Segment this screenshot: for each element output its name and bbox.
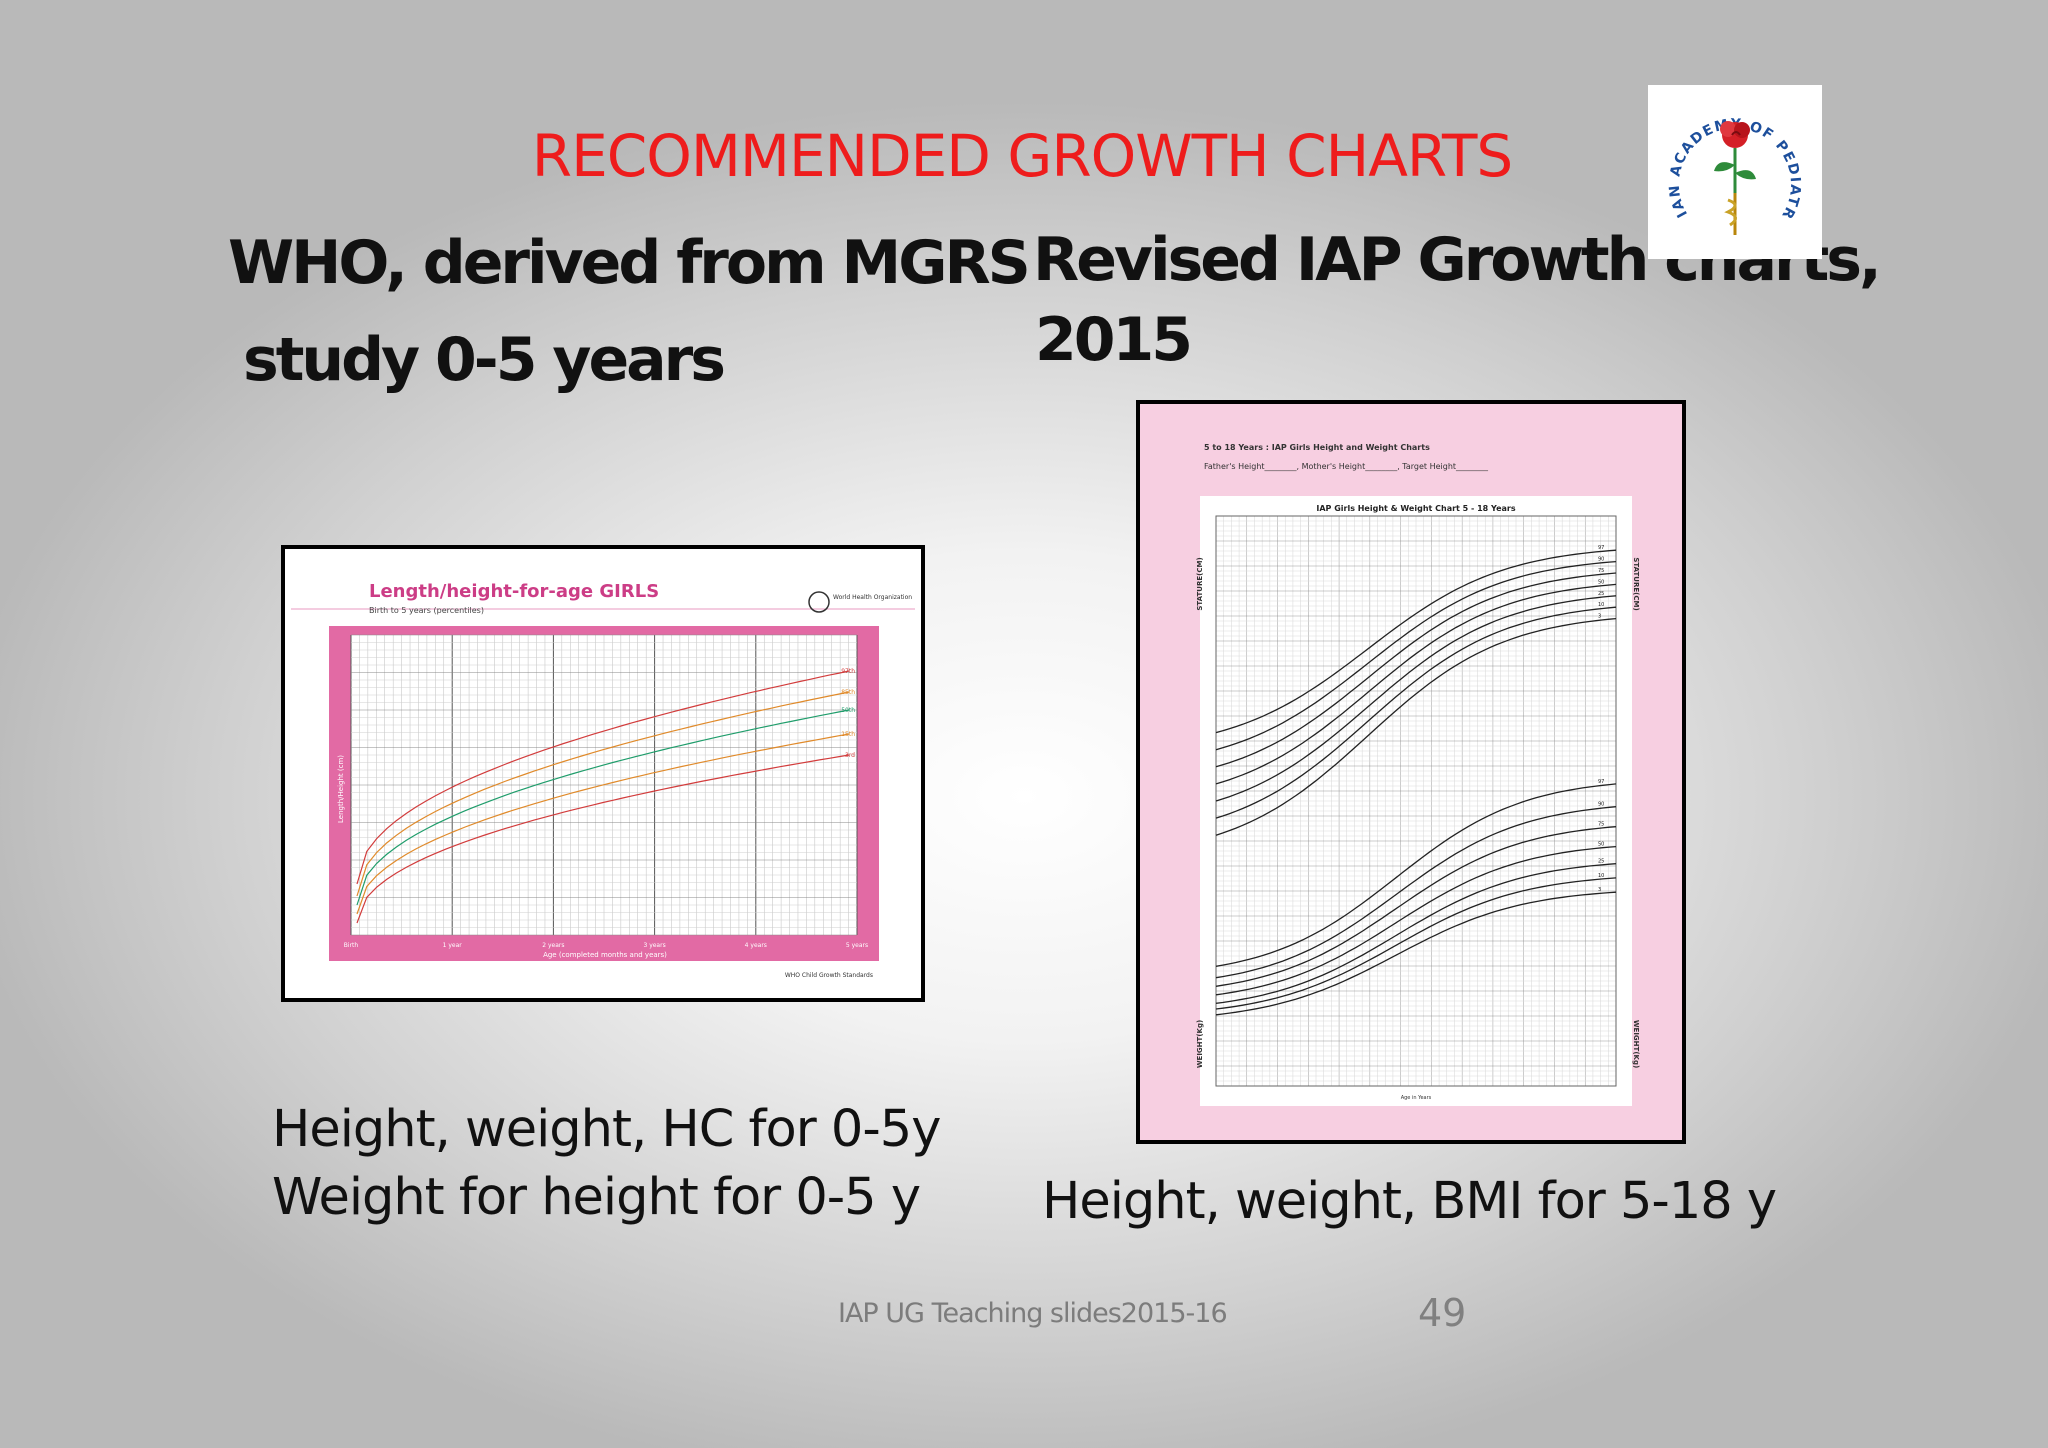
iap-height-curve-label: 10 xyxy=(1598,602,1604,608)
who-x-ticks: Birth 1 year 2 years 3 years 4 years 5 years xyxy=(344,942,868,949)
left-heading-line2: study 0-5 years xyxy=(243,325,726,395)
iap-chart-image: 5 to 18 Years : IAP Girls Height and Wei… xyxy=(1136,400,1686,1144)
iap-height-curve-label: 90 xyxy=(1598,557,1604,563)
iap-height-curve xyxy=(1215,595,1617,802)
slide-number: 49 xyxy=(1418,1291,1467,1335)
iap-weight-curve xyxy=(1215,783,1617,967)
iap-height-curve-label: 25 xyxy=(1598,591,1604,597)
iap-height-curve-label: 75 xyxy=(1598,568,1604,574)
logo-text: INDIAN ACADEMY OF PEDIATRICS xyxy=(1641,73,1801,222)
who-chart-footer: WHO Child Growth Standards xyxy=(785,972,873,979)
iap-y-label-bottom-left: WEIGHT(Kg) xyxy=(1196,1020,1204,1068)
iap-weight-curve-label: 97 xyxy=(1598,779,1604,785)
iap-height-curve xyxy=(1215,583,1617,785)
iap-weight-curve-label: 90 xyxy=(1598,802,1604,808)
svg-text:INDIAN ACADEMY OF PEDIATRICS: INDIAN ACADEMY OF PEDIATRICS xyxy=(1648,85,1803,222)
who-x-label: Age (completed months and years) xyxy=(543,951,667,959)
iap-height-curve xyxy=(1215,560,1617,751)
iap-height-curve-label: 97 xyxy=(1598,545,1604,551)
who-curve-label: 97th xyxy=(841,668,855,675)
iap-height-curve xyxy=(1215,617,1617,836)
who-y-label: Length/Height (cm) xyxy=(337,755,345,823)
iap-weight-curve-label: 25 xyxy=(1598,859,1604,865)
who-percentile-curves xyxy=(356,670,850,924)
slide-footer: IAP UG Teaching slides2015-16 xyxy=(838,1298,1228,1329)
iap-weight-curve-label: 3 xyxy=(1598,887,1601,893)
who-x-tick: 1 year xyxy=(443,942,463,949)
who-chart-svg: Length/height-for-age GIRLS Birth to 5 y… xyxy=(285,549,921,998)
iap-chart-title: IAP Girls Height & Weight Chart 5 - 18 Y… xyxy=(1316,504,1515,513)
right-heading-line2: 2015 xyxy=(1035,305,1193,375)
who-curve-label: 85th xyxy=(841,689,855,696)
iap-weight-curve xyxy=(1215,877,1617,1010)
iap-height-curve-label: 3 xyxy=(1598,614,1601,620)
iap-chart-svg: 5 to 18 Years : IAP Girls Height and Wei… xyxy=(1140,404,1682,1140)
slide-title: RECOMMENDED GROWTH CHARTS xyxy=(531,122,1513,190)
iap-weight-curve-label: 75 xyxy=(1598,822,1604,828)
who-percentile-curve xyxy=(356,709,850,906)
who-emblem-icon xyxy=(808,591,830,613)
rose-emblem-icon: INDIAN ACADEMY OF PEDIATRICS xyxy=(1641,73,1803,235)
left-caption-line2: Weight for height for 0-5 y xyxy=(272,1168,921,1227)
iap-y-label-bottom-right: WEIGHT(Kg) xyxy=(1632,1020,1640,1068)
who-x-tick: 2 years xyxy=(542,942,564,949)
iap-height-curve xyxy=(1215,606,1617,819)
who-curve-labels: 97th 85th 50th 15th 3rd xyxy=(841,668,855,759)
iap-weight-curve xyxy=(1215,891,1617,1016)
who-chart-image: Length/height-for-age GIRLS Birth to 5 y… xyxy=(281,545,925,1002)
iap-logo: INDIAN ACADEMY OF PEDIATRICS xyxy=(1641,73,1822,259)
right-caption: Height, weight, BMI for 5-18 y xyxy=(1042,1172,1777,1231)
iap-weight-curve xyxy=(1215,826,1617,987)
who-curve-label: 3rd xyxy=(845,752,855,759)
who-x-tick: Birth xyxy=(344,942,359,949)
iap-header-line2: Father's Height________, Mother's Height… xyxy=(1204,462,1489,471)
who-percentile-curve xyxy=(356,733,850,915)
iap-percentile-curves xyxy=(1215,549,1617,1016)
iap-height-curve xyxy=(1215,549,1617,734)
who-percentile-curve xyxy=(356,691,850,897)
iap-curve-labels: 97 90 75 50 25 10 3 97 90 75 50 25 10 3 xyxy=(1598,545,1604,893)
iap-y-label-top-right: STATURE(CM) xyxy=(1632,557,1640,610)
who-x-tick: 4 years xyxy=(745,942,767,949)
iap-height-curve xyxy=(1215,572,1617,768)
who-percentile-curve xyxy=(356,754,850,924)
who-percentile-curve xyxy=(356,670,850,885)
iap-weight-curve xyxy=(1215,863,1617,1004)
iap-height-curve-label: 50 xyxy=(1598,579,1604,585)
who-curve-label: 15th xyxy=(841,731,855,738)
left-heading-line1: WHO, derived from MGRS xyxy=(228,228,1031,298)
iap-weight-curve xyxy=(1215,806,1617,979)
who-chart-subtitle: Birth to 5 years (percentiles) xyxy=(369,606,484,615)
who-x-tick: 5 years xyxy=(846,942,868,949)
iap-weight-curve xyxy=(1215,845,1617,996)
who-org-name: World Health Organization xyxy=(833,594,912,601)
who-chart-title: Length/height-for-age GIRLS xyxy=(369,581,659,602)
iap-x-label: Age in Years xyxy=(1401,1095,1432,1101)
iap-header-line1: 5 to 18 Years : IAP Girls Height and Wei… xyxy=(1204,443,1430,452)
iap-y-label-top-left: STATURE(CM) xyxy=(1196,557,1204,610)
who-curve-label: 50th xyxy=(841,707,855,714)
left-caption-line1: Height, weight, HC for 0-5y xyxy=(272,1100,941,1159)
who-x-tick: 3 years xyxy=(643,942,665,949)
iap-weight-curve-label: 10 xyxy=(1598,873,1604,879)
iap-weight-curve-label: 50 xyxy=(1598,842,1604,848)
